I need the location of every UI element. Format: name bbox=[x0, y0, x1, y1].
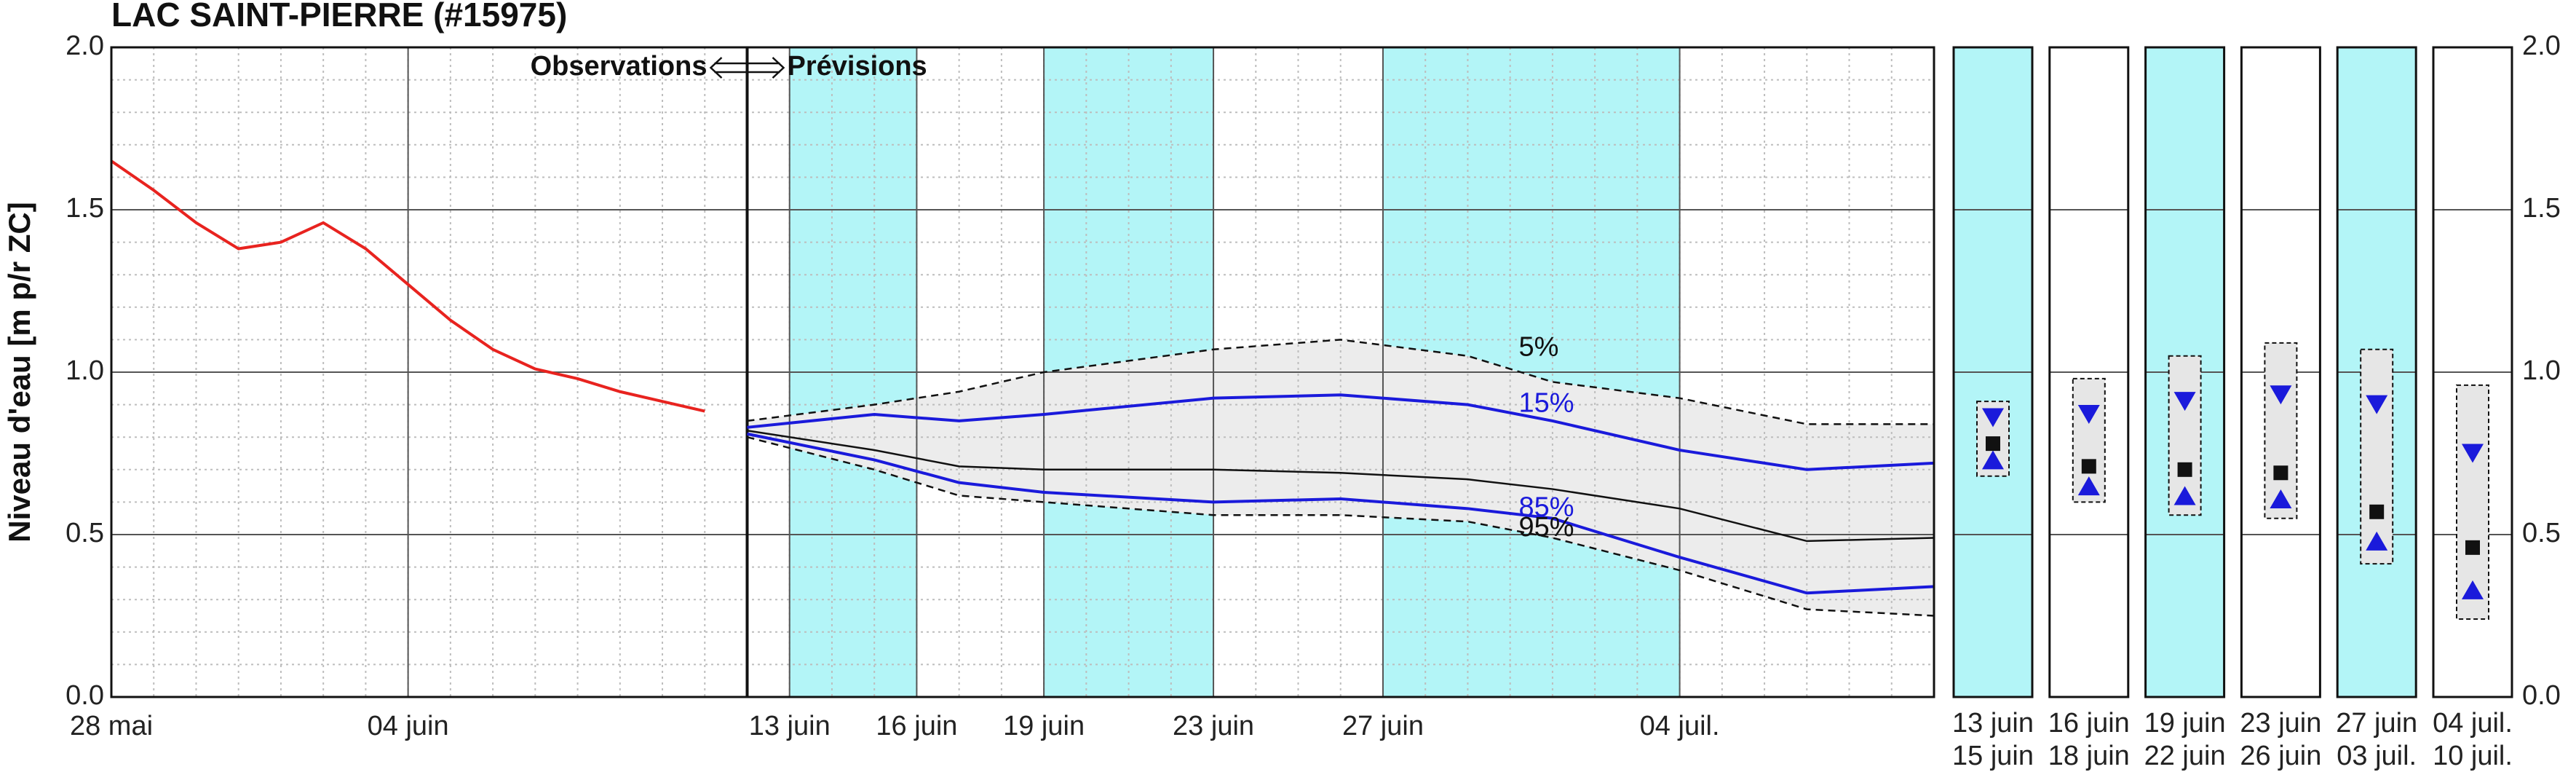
panel-frame bbox=[1952, 46, 2034, 698]
y-axis-label: Niveau d'eau [m p/r ZC] bbox=[2, 202, 36, 542]
panel-frame bbox=[2048, 46, 2130, 698]
median-marker bbox=[1986, 436, 2000, 452]
y-tick-label: 1.5 bbox=[66, 193, 104, 224]
p15-marker bbox=[2462, 444, 2484, 463]
y-tick-label: 0.5 bbox=[66, 518, 104, 548]
series-label: 15% bbox=[1518, 388, 1574, 419]
p15-marker bbox=[2270, 385, 2292, 405]
series-label: 5% bbox=[1518, 332, 1558, 363]
y-tick-label: 0.0 bbox=[66, 680, 104, 711]
y-tick-label: 1.0 bbox=[2522, 355, 2561, 386]
x-tick-label: 23 juin bbox=[1173, 711, 1254, 741]
p85-marker bbox=[1982, 450, 2004, 470]
y-tick-label: 1.5 bbox=[2522, 193, 2561, 224]
panel-date-label: 27 juin bbox=[2336, 708, 2417, 738]
median-marker bbox=[2273, 465, 2288, 481]
y-tick-label: 1.0 bbox=[66, 355, 104, 386]
p85-marker bbox=[2173, 486, 2196, 505]
y-tick-label: 2.0 bbox=[2522, 31, 2561, 61]
y-tick-label: 0.5 bbox=[2522, 518, 2561, 548]
series-line bbox=[747, 430, 1935, 543]
median-marker bbox=[2177, 462, 2192, 477]
x-tick-label: 27 juin bbox=[1342, 711, 1424, 741]
panel-date-label: 04 juil. bbox=[2433, 708, 2513, 738]
p15-marker bbox=[2077, 404, 2100, 424]
percentile-box bbox=[2360, 348, 2394, 565]
percentile-box bbox=[2264, 342, 2298, 519]
panel-date-label: 10 juil. bbox=[2433, 741, 2513, 771]
series-line bbox=[110, 159, 705, 413]
panel-frame bbox=[2432, 46, 2513, 698]
panel-frame bbox=[2336, 46, 2417, 698]
median-marker bbox=[2465, 540, 2480, 555]
panel-date-label: 16 juin bbox=[2048, 708, 2130, 738]
median-marker bbox=[2081, 459, 2096, 474]
panel-date-label: 23 juin bbox=[2240, 708, 2321, 738]
y-tick-label: 0.0 bbox=[2522, 680, 2561, 711]
p85-marker bbox=[2462, 580, 2484, 599]
chart-title: LAC SAINT-PIERRE (#15975) bbox=[111, 0, 567, 34]
x-tick-label: 13 juin bbox=[749, 711, 831, 741]
median-marker bbox=[2369, 504, 2385, 519]
p15-marker bbox=[1982, 408, 2004, 428]
series-line bbox=[747, 339, 1934, 425]
panel-date-label: 18 juin bbox=[2048, 741, 2130, 771]
series-line bbox=[747, 436, 1935, 617]
x-tick-label: 16 juin bbox=[876, 711, 957, 741]
panel-date-label: 26 juin bbox=[2240, 741, 2321, 771]
p15-marker bbox=[2173, 392, 2196, 411]
y-tick-label: 2.0 bbox=[66, 31, 104, 61]
panel-date-label: 19 juin bbox=[2144, 708, 2226, 738]
series-label: 95% bbox=[1518, 512, 1574, 543]
observations-label: Observations bbox=[531, 51, 708, 82]
plot-frame bbox=[110, 46, 1935, 698]
x-tick-label: 04 juin bbox=[368, 711, 449, 741]
panel-date-label: 22 juin bbox=[2144, 741, 2226, 771]
p85-marker bbox=[2366, 531, 2388, 551]
panel-date-label: 15 juin bbox=[1952, 741, 2034, 771]
forecast-label: Prévisions bbox=[787, 51, 927, 82]
p15-marker bbox=[2366, 395, 2388, 414]
percentile-box bbox=[2456, 384, 2489, 620]
x-tick-label: 04 juil. bbox=[1640, 711, 1720, 741]
series-label: 85% bbox=[1518, 492, 1574, 522]
p85-marker bbox=[2270, 489, 2292, 508]
double-arrow bbox=[709, 57, 785, 79]
x-tick-label: 28 mai bbox=[70, 711, 153, 741]
series-line bbox=[747, 432, 1935, 595]
panel-frame bbox=[2240, 46, 2321, 698]
p85-marker bbox=[2077, 476, 2100, 496]
panel-date-label: 13 juin bbox=[1952, 708, 2034, 738]
panel-frame bbox=[2144, 46, 2226, 698]
series-line bbox=[747, 393, 1935, 471]
x-tick-label: 19 juin bbox=[1003, 711, 1085, 741]
panel-date-label: 03 juil. bbox=[2337, 741, 2417, 771]
